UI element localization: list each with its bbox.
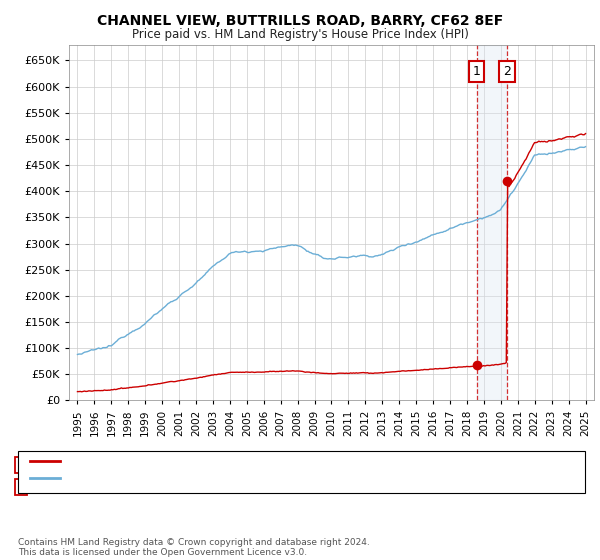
Text: 02-AUG-2018: 02-AUG-2018: [51, 458, 130, 472]
Text: 1: 1: [17, 460, 25, 470]
Text: 1: 1: [473, 65, 481, 78]
Text: CHANNEL VIEW, BUTTRILLS ROAD, BARRY, CF62 8EF (detached house): CHANNEL VIEW, BUTTRILLS ROAD, BARRY, CF6…: [69, 459, 436, 469]
Text: HPI: Average price, detached house, Vale of Glamorgan: HPI: Average price, detached house, Vale…: [69, 475, 359, 486]
Text: £68,000: £68,000: [186, 458, 234, 472]
Bar: [477, 45, 507, 400]
Text: 2: 2: [17, 482, 25, 492]
Text: 13% ↑ HPI: 13% ↑ HPI: [318, 480, 380, 494]
Text: Price paid vs. HM Land Registry's House Price Index (HPI): Price paid vs. HM Land Registry's House …: [131, 28, 469, 41]
Text: 2: 2: [503, 65, 511, 78]
Text: £419,000: £419,000: [186, 480, 242, 494]
Text: CHANNEL VIEW, BUTTRILLS ROAD, BARRY, CF62 8EF: CHANNEL VIEW, BUTTRILLS ROAD, BARRY, CF6…: [97, 14, 503, 28]
Text: 81% ↓ HPI: 81% ↓ HPI: [318, 458, 380, 472]
Text: 18-MAY-2020: 18-MAY-2020: [51, 480, 127, 494]
Text: Contains HM Land Registry data © Crown copyright and database right 2024.
This d: Contains HM Land Registry data © Crown c…: [18, 538, 370, 557]
